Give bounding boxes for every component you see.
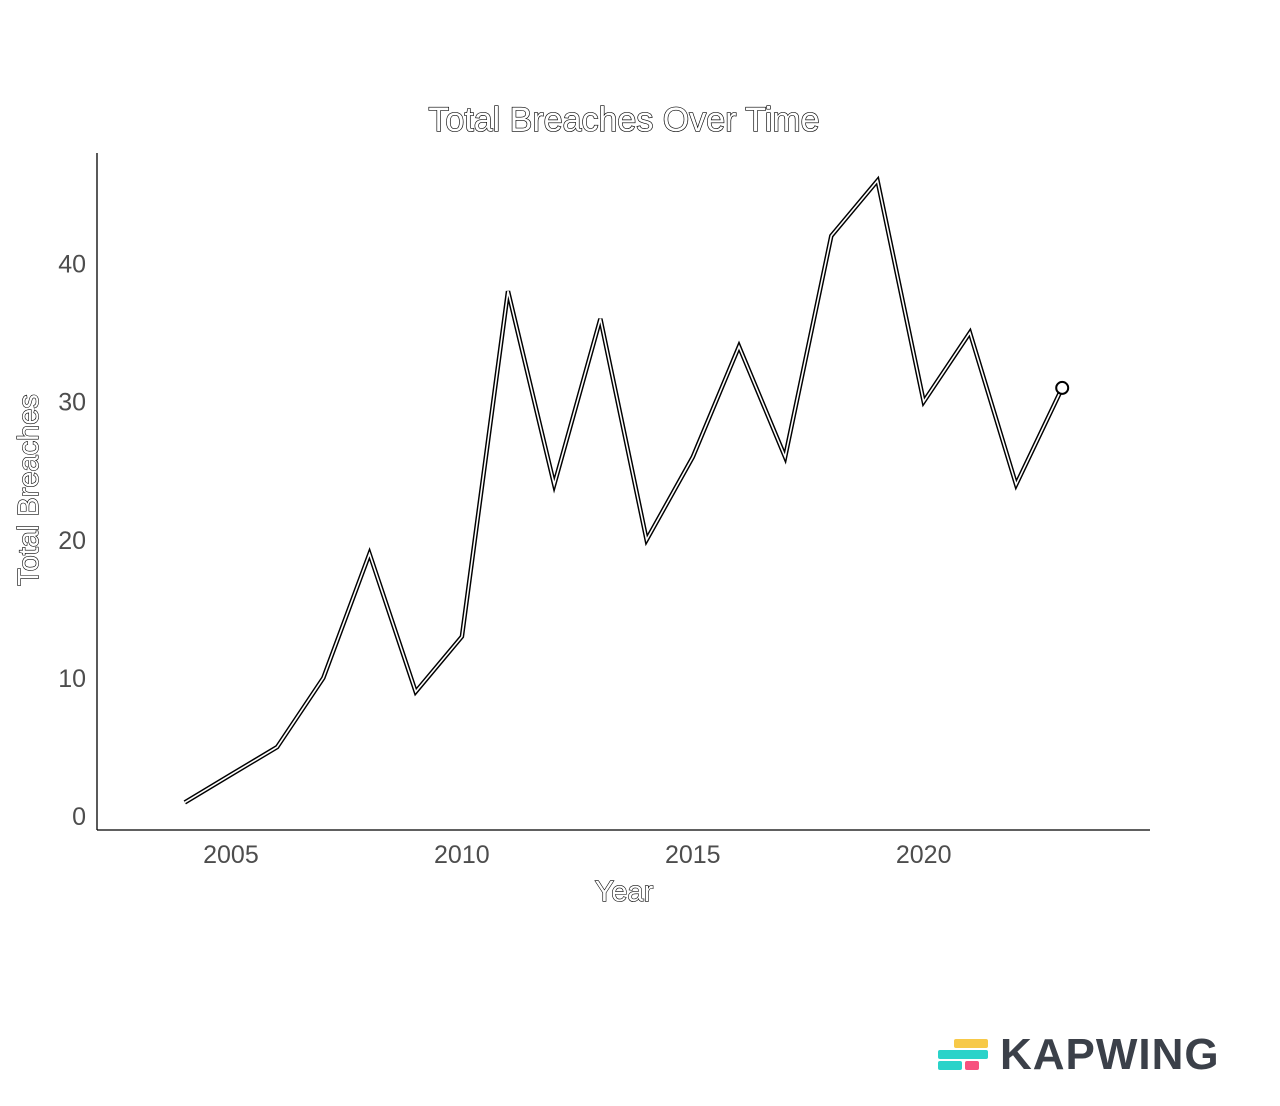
x-tick-label: 2010 [434,841,490,869]
y-tick-label: 0 [72,803,86,831]
series-line [183,175,1065,805]
logo-bar-cyan [938,1050,988,1059]
logo-bar-yellow [954,1039,988,1048]
y-tick-label: 40 [58,251,86,279]
watermark-text: KAPWING [1000,1030,1220,1079]
x-tick-label: 2020 [896,841,952,869]
x-tick-label: 2015 [665,841,721,869]
y-tick-label: 20 [58,527,86,555]
end-point-marker [1055,380,1070,395]
y-tick-label: 10 [58,665,86,693]
x-tick-label: 2005 [203,841,259,869]
x-axis-ticks: 2005 2010 2015 2020 [203,841,951,869]
kapwing-logo-icon [936,1035,990,1075]
logo-bar-cyan-short [938,1061,962,1070]
y-tick-label: 30 [58,389,86,417]
series-group [183,175,1070,805]
logo-bar-pink [965,1061,979,1070]
kapwing-watermark: KAPWING [936,1032,1256,1078]
series-line-highlight [184,178,1063,804]
y-axis-title: Total Breaches [13,394,45,586]
x-axis-title: Year [595,876,654,908]
y-axis-ticks: 0 10 20 30 40 [58,251,86,832]
chart-title: Total Breaches Over Time [428,101,819,139]
